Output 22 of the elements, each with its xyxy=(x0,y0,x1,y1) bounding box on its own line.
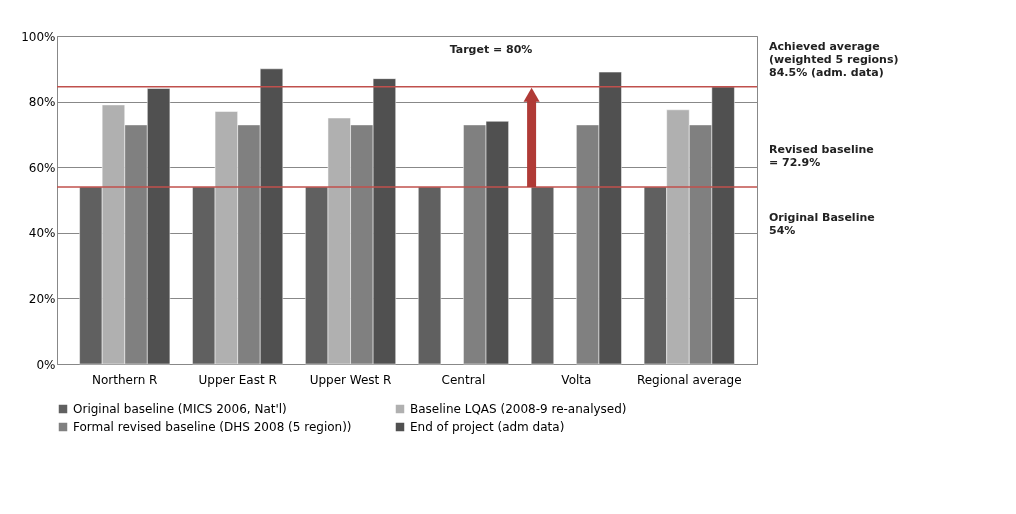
annotation: Target = 80% xyxy=(449,43,533,56)
ref-line-label: Original Baseline 54% xyxy=(769,210,875,237)
x-tick-label: Regional average xyxy=(636,372,742,387)
legend-label: Formal revised baseline (DHS 2008 (5 region)) xyxy=(73,420,352,434)
y-tick-label: 80% xyxy=(28,95,56,110)
ref-line-label: Achieved average (weighted 5 regions) 84.5% (adm. data) xyxy=(769,39,899,79)
x-tick-label: Northern R xyxy=(92,372,158,387)
x-tick-label: Volta xyxy=(561,372,592,387)
y-tick-label: 20% xyxy=(28,291,56,306)
legend-label: End of project (adm data) xyxy=(410,420,565,434)
bar xyxy=(418,186,442,365)
x-tick-label: Central xyxy=(441,372,486,387)
legend-label: Original baseline (MICS 2006, Nat'l) xyxy=(73,402,287,416)
bar xyxy=(530,186,555,365)
x-tick-label: Upper West R xyxy=(309,372,392,387)
x-tick-label: Upper East R xyxy=(198,372,277,387)
y-tick-label: 100% xyxy=(21,29,56,44)
y-tick-label: 0% xyxy=(36,357,56,372)
y-tick-label: 40% xyxy=(28,226,56,241)
legend-label: Baseline LQAS (2008-9 re-analysed) xyxy=(410,402,627,416)
text: Revised baseline = 72.9% xyxy=(769,143,874,170)
y-tick-label: 60% xyxy=(28,160,56,175)
